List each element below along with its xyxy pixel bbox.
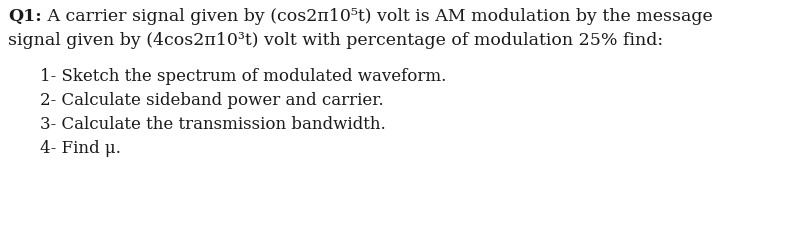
- Text: signal given by (4cos2π10³t) volt with percentage of modulation 25% find:: signal given by (4cos2π10³t) volt with p…: [8, 32, 663, 49]
- Text: A carrier signal given by (cos2π10⁵t) volt is AM modulation by the message: A carrier signal given by (cos2π10⁵t) vo…: [41, 8, 712, 25]
- Text: 3- Calculate the transmission bandwidth.: 3- Calculate the transmission bandwidth.: [40, 116, 386, 133]
- Text: Q1:: Q1:: [8, 8, 41, 25]
- Text: 2- Calculate sideband power and carrier.: 2- Calculate sideband power and carrier.: [40, 92, 384, 109]
- Text: 4- Find μ.: 4- Find μ.: [40, 140, 121, 157]
- Text: 1- Sketch the spectrum of modulated waveform.: 1- Sketch the spectrum of modulated wave…: [40, 68, 447, 85]
